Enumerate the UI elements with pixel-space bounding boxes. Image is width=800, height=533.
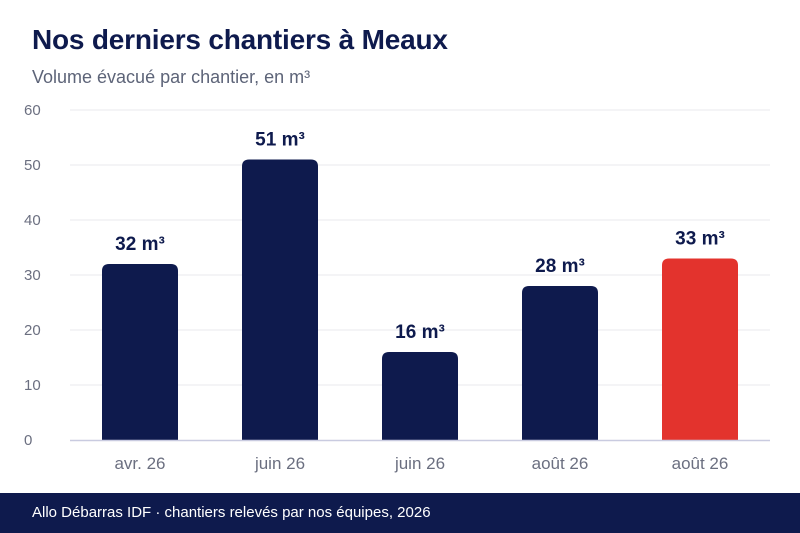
x-tick-label: juin 26 — [394, 454, 445, 473]
y-tick-label: 10 — [24, 377, 41, 394]
bar — [522, 286, 598, 440]
footer-bar: Allo Débarras IDF · chantiers relevés pa… — [0, 493, 800, 533]
y-tick-label: 60 — [24, 102, 41, 119]
footer-source: Allo Débarras IDF · chantiers relevés pa… — [32, 504, 431, 521]
y-tick-label: 40 — [24, 212, 41, 229]
x-tick-label: août 26 — [532, 454, 589, 473]
bar — [382, 352, 458, 440]
bar — [662, 258, 738, 440]
x-tick-label: août 26 — [672, 454, 729, 473]
y-tick-label: 30 — [24, 267, 41, 284]
bar-chart: 0 10 20 30 40 50 60 32 m³ avr. 26 51 m³ juin 26 16 … — [24, 102, 770, 473]
chart-title: Nos derniers chantiers à Meaux — [32, 24, 448, 55]
chart-subtitle: Volume évacué par chantier, en m³ — [32, 67, 311, 87]
bar-data-label: 51 m³ — [255, 130, 305, 151]
y-tick-label: 20 — [24, 322, 41, 339]
bar — [102, 264, 178, 440]
y-tick-label: 0 — [24, 432, 32, 449]
bar — [242, 159, 318, 440]
bar-data-label: 16 m³ — [395, 322, 445, 343]
y-tick-label: 50 — [24, 157, 41, 174]
x-tick-label: avr. 26 — [114, 454, 165, 473]
bar-data-label: 28 m³ — [535, 256, 585, 277]
bar-data-label: 32 m³ — [115, 234, 165, 255]
x-tick-label: juin 26 — [254, 454, 305, 473]
bar-data-label: 33 m³ — [675, 229, 725, 250]
